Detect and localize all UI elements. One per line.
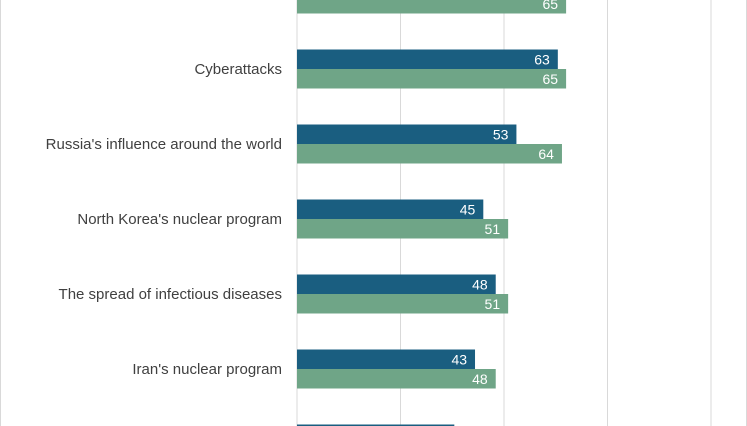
bar-series2: [297, 144, 562, 164]
data-label: 65: [543, 0, 559, 12]
value-labels: 63 53 45 48 43 65 65 64 51 51 48: [451, 0, 558, 387]
data-label: 51: [485, 221, 501, 237]
bar-series1: [297, 349, 476, 369]
bar-series2: [297, 219, 509, 239]
data-label: 53: [493, 126, 509, 142]
data-label: 65: [543, 71, 559, 87]
data-label: 45: [460, 201, 476, 217]
bar-series1: [297, 199, 484, 219]
data-label: 63: [534, 51, 550, 67]
bar-series2: [297, 0, 567, 14]
category-label: Russia's influence around the world: [46, 136, 282, 153]
data-label: 64: [538, 146, 554, 162]
data-label: 43: [451, 351, 467, 367]
bar-series2: [297, 294, 509, 314]
data-label: 51: [485, 296, 501, 312]
category-labels: Cyberattacks Russia's influence around th…: [46, 61, 282, 378]
category-label: North Korea's nuclear program: [77, 211, 282, 228]
bar-series1: [297, 424, 455, 426]
category-label: Iran's nuclear program: [132, 361, 282, 378]
bar-series1: [297, 49, 558, 69]
bar-series2: [297, 369, 496, 389]
category-label: Cyberattacks: [194, 61, 282, 78]
data-label: 48: [472, 371, 488, 387]
bar-series2: [297, 69, 567, 89]
bars-group: [297, 0, 567, 426]
category-label: The spread of infectious diseases: [59, 286, 282, 303]
data-label: 48: [472, 276, 488, 292]
bar-series1: [297, 274, 496, 294]
bar-series1: [297, 124, 517, 144]
